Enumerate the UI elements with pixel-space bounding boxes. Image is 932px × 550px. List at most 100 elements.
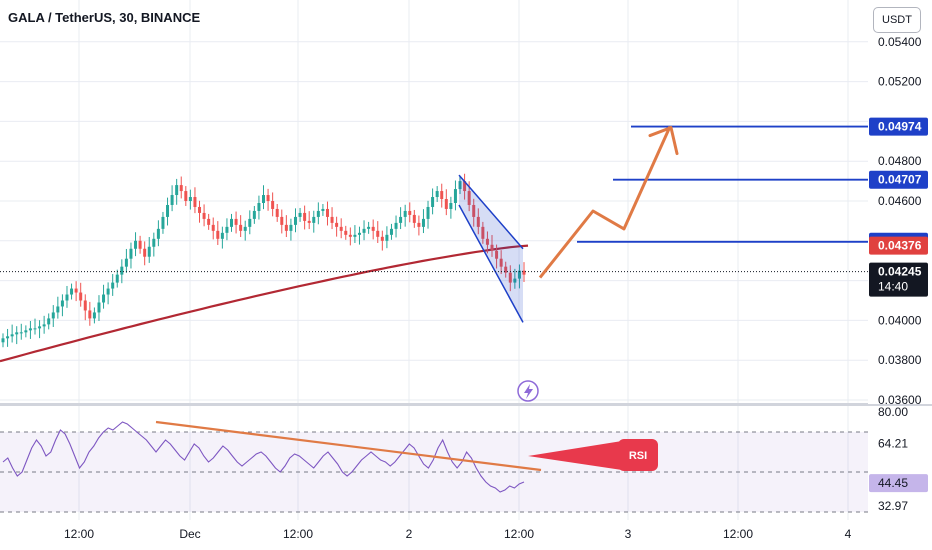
candle-body	[102, 294, 106, 303]
candle-body	[129, 248, 133, 259]
candle-body	[24, 330, 28, 333]
candle-body	[348, 234, 352, 237]
candle-body	[376, 230, 380, 237]
current-price-bg	[869, 262, 928, 297]
candle-body	[175, 185, 179, 196]
rsi-tick-label: 80.00	[878, 405, 908, 419]
ma-line	[0, 244, 529, 363]
candle-body	[344, 230, 348, 235]
candle-body	[79, 292, 83, 301]
candle-body	[193, 197, 197, 207]
candle-body	[225, 226, 229, 233]
candle-body	[472, 204, 476, 217]
price-tick-label: 0.04800	[878, 154, 922, 168]
time-tick-label: 12:00	[64, 527, 94, 541]
candle-body	[42, 324, 46, 327]
price-tick-label: 0.04600	[878, 194, 922, 208]
lightning-icon[interactable]	[517, 380, 539, 402]
candle-body	[412, 214, 416, 223]
candle-body	[51, 312, 55, 319]
price-axis[interactable]: 0.054000.052000.048000.046000.042000.040…	[868, 0, 932, 520]
candle-body	[417, 222, 421, 227]
chart-drawings	[0, 125, 868, 323]
channel-fill	[459, 175, 523, 323]
candle-body	[303, 212, 307, 221]
candle-body	[399, 216, 403, 223]
currency-button[interactable]: USDT	[873, 7, 921, 33]
candlestick-series	[1, 173, 526, 348]
candle-body	[6, 336, 10, 339]
candle-body	[275, 208, 279, 217]
candle-body	[207, 218, 211, 225]
candle-body	[271, 201, 275, 209]
candle-body	[38, 326, 42, 329]
candle-body	[353, 234, 357, 237]
candle-body	[293, 216, 297, 225]
candle-body	[143, 248, 147, 257]
candle-body	[421, 218, 425, 227]
candle-body	[124, 258, 128, 267]
candle-body	[97, 302, 101, 313]
candle-body	[56, 306, 60, 313]
price-tick-label: 0.03800	[878, 353, 922, 367]
countdown-label: 14:40	[878, 280, 908, 294]
candle-body	[517, 270, 521, 279]
time-axis-bg	[0, 520, 932, 550]
candle-body	[444, 199, 448, 209]
candle-body	[262, 195, 265, 203]
price-label-bg	[869, 236, 928, 255]
candle-body	[65, 294, 69, 301]
candle-body	[92, 312, 96, 319]
rsi-divergence-line	[155, 420, 542, 472]
time-tick-label: 12:00	[723, 527, 753, 541]
candle-body	[371, 226, 375, 231]
grid-lines	[0, 0, 932, 520]
candle-body	[19, 332, 23, 334]
moving-average-line	[0, 244, 529, 363]
price-label-bg	[869, 170, 928, 189]
candle-body	[298, 212, 302, 217]
candle-body	[458, 181, 462, 190]
candle-body	[440, 191, 444, 200]
candle-body	[243, 226, 247, 231]
candle-body	[330, 216, 334, 223]
candle-body	[106, 288, 110, 295]
price-axis-bg	[868, 0, 932, 404]
candle-body	[367, 226, 371, 229]
candle-body	[248, 218, 252, 227]
channel-upper	[458, 174, 524, 250]
candle-body	[485, 238, 489, 245]
time-axis[interactable]: 12:00 Dec 12:00 2 12:00 3 12:00 4	[0, 520, 932, 550]
candle-body	[120, 266, 124, 275]
candle-body	[138, 240, 142, 249]
rsi-callout-box	[618, 439, 658, 471]
candle-body	[216, 230, 220, 239]
candle-body	[252, 210, 256, 219]
candle-body	[435, 191, 439, 198]
candle-body	[508, 272, 512, 283]
rsi-pane: RSI	[0, 420, 868, 513]
candle-body	[499, 258, 503, 267]
candle-body	[481, 226, 485, 239]
time-tick-label: 12:00	[283, 527, 313, 541]
candle-body	[463, 181, 467, 192]
price-tick-label: 0.04000	[878, 313, 922, 327]
candle-body	[495, 250, 499, 259]
time-tick-label: 3	[625, 527, 632, 541]
candle-body	[325, 208, 329, 217]
candle-body	[74, 288, 78, 293]
rsi-axis-bg	[868, 406, 932, 520]
price-label: 0.04974	[878, 120, 922, 134]
rsi-value-bg	[869, 434, 928, 453]
candle-body	[115, 274, 119, 283]
candle-body	[280, 216, 284, 225]
candle-body	[408, 210, 412, 215]
candle-body	[476, 216, 480, 227]
rsi-callout-label: RSI	[629, 450, 647, 462]
candle-body	[83, 300, 87, 311]
candle-body	[239, 224, 243, 231]
time-tick-label: 12:00	[504, 527, 534, 541]
candle-body	[385, 234, 389, 241]
candle-body	[380, 236, 384, 241]
